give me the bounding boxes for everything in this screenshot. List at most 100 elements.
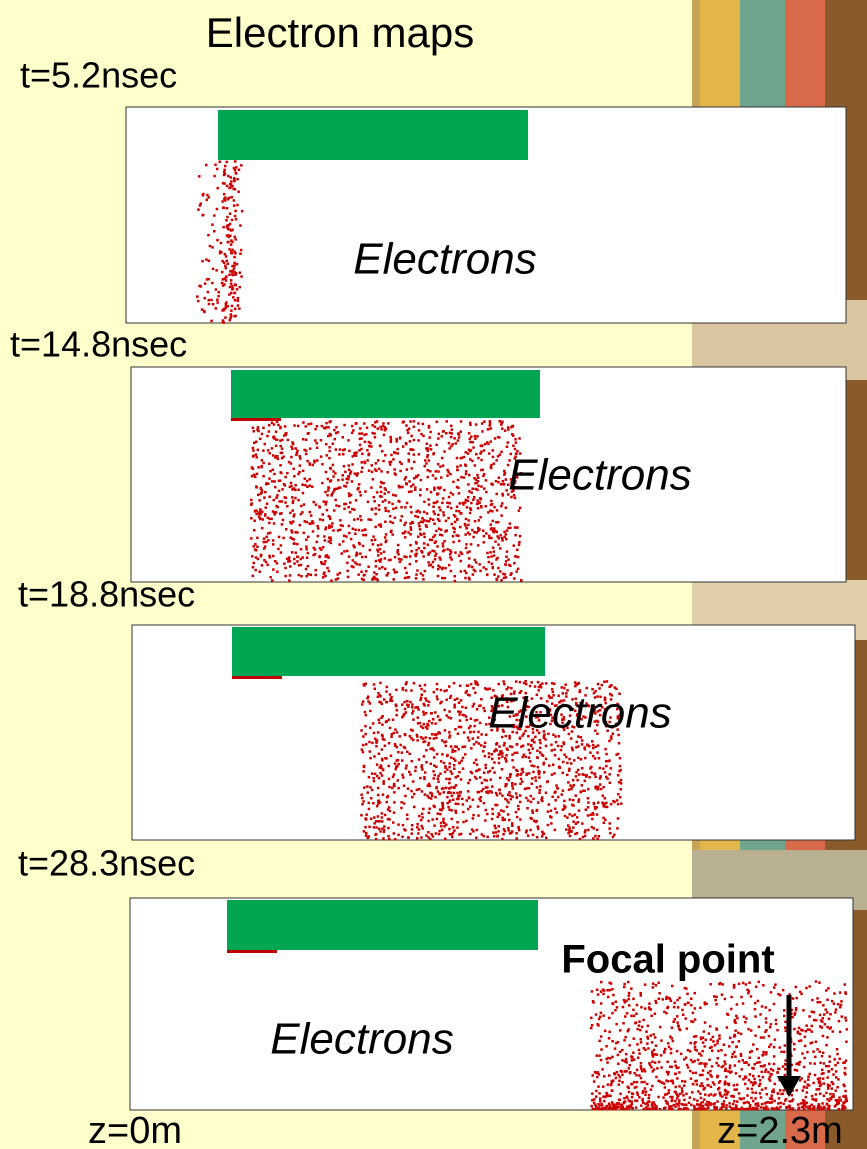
particle [594,757,597,760]
particle [474,438,477,441]
particle [507,801,510,804]
particle [801,1052,804,1055]
particle [204,282,207,285]
particle [206,199,209,202]
particle [288,558,291,561]
particle [464,753,467,756]
particle [732,1053,735,1056]
particle [215,269,218,272]
particle [736,1003,739,1006]
particle [641,1026,644,1029]
particle [808,1015,811,1018]
particle [275,505,278,508]
particle [715,1062,718,1065]
particle [686,1064,689,1067]
particle [437,575,440,578]
particle [289,521,292,524]
particle [486,574,489,577]
particle [236,178,239,181]
particle [484,755,487,758]
particle [606,777,609,780]
particle [439,486,442,489]
particle [348,555,351,558]
particle [836,1053,839,1056]
particle [216,208,219,211]
particle [813,1105,816,1108]
particle [377,544,380,547]
particle [230,309,233,312]
particle [533,765,536,768]
particle [366,459,369,462]
particle [257,511,260,514]
particle [502,480,505,483]
particle [814,1074,817,1077]
particle [628,1044,631,1047]
particle [396,448,399,451]
particle [428,720,431,723]
particle [421,813,424,816]
particle [831,1087,834,1090]
particle [382,837,385,840]
particle [302,421,305,424]
particle [328,515,331,518]
particle [358,529,361,532]
particle [693,1108,696,1111]
particle [413,793,416,796]
particle [335,504,338,507]
particle [477,480,480,483]
particle [598,1104,601,1107]
particle [503,531,506,534]
particle [379,548,382,551]
particle [574,681,577,684]
particle [233,167,236,170]
particle [668,1108,671,1111]
particle [468,694,471,697]
particle [233,292,236,295]
particle [696,1083,699,1086]
particle [276,421,279,424]
particle [368,776,371,779]
particle [549,815,552,818]
particle [378,504,381,507]
particle [319,547,322,550]
particle [598,1054,601,1057]
particle [677,1006,680,1009]
particle [692,1021,695,1024]
particle [756,1048,759,1051]
particle [712,1103,715,1106]
particle [429,737,432,740]
particle [226,226,229,229]
particle [467,736,470,739]
particle [455,442,458,445]
particle [208,303,211,306]
particle [752,1043,755,1046]
particle [641,1070,644,1073]
particle [485,532,488,535]
particle [600,1059,603,1062]
particle [445,432,448,435]
particle [819,1051,822,1054]
particle [464,577,467,580]
particle [558,758,561,761]
particle [710,1038,713,1041]
particle [723,1100,726,1103]
particle [632,998,635,1001]
particle [467,483,470,486]
particle [834,1105,837,1108]
particle [816,1088,819,1091]
particle [365,556,368,559]
particle [492,566,495,569]
particle [412,522,415,525]
particle [514,752,517,755]
particle [315,574,318,577]
particle [391,787,394,790]
particle [765,1017,768,1020]
particle [390,698,393,701]
particle [363,786,366,789]
particle [231,196,234,199]
particle [838,1058,841,1061]
particle [278,500,281,503]
particle [754,1015,757,1018]
particle [422,737,425,740]
particle [477,814,480,817]
